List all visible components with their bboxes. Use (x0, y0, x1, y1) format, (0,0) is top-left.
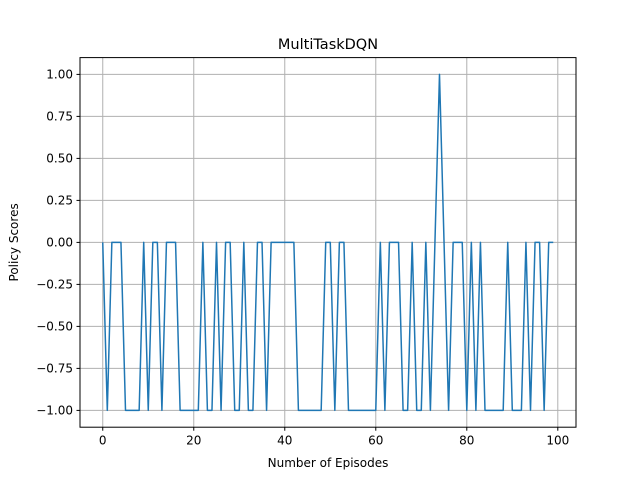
y-axis-label: Policy Scores (7, 203, 21, 281)
axis-ticks: 0 20 40 60 80 100 −1.00 −0.75 −0.50 −0.25 0.00 0.25… (36, 68, 569, 448)
x-tick-label: 20 (186, 434, 201, 448)
y-tick-label: −0.25 (36, 278, 73, 292)
plot-area (102, 73, 554, 412)
series-line (102, 73, 554, 412)
x-tick-label: 100 (546, 434, 569, 448)
y-tick-label: 0.25 (46, 194, 73, 208)
y-tick-label: 0.75 (46, 110, 73, 124)
x-axis-label: Number of Episodes (268, 456, 389, 470)
chart-title: MultiTaskDQN (278, 37, 378, 53)
x-tick-label: 60 (368, 434, 383, 448)
x-tick-label: 40 (277, 434, 292, 448)
x-tick-label: 0 (99, 434, 107, 448)
x-tick-label: 80 (459, 434, 474, 448)
y-tick-label: −0.75 (36, 362, 73, 376)
y-tick-label: 1.00 (46, 68, 73, 82)
y-tick-label: −0.50 (36, 320, 73, 334)
y-tick-label: 0.00 (46, 236, 73, 250)
y-tick-label: 0.50 (46, 152, 73, 166)
y-tick-label: −1.00 (36, 404, 73, 418)
